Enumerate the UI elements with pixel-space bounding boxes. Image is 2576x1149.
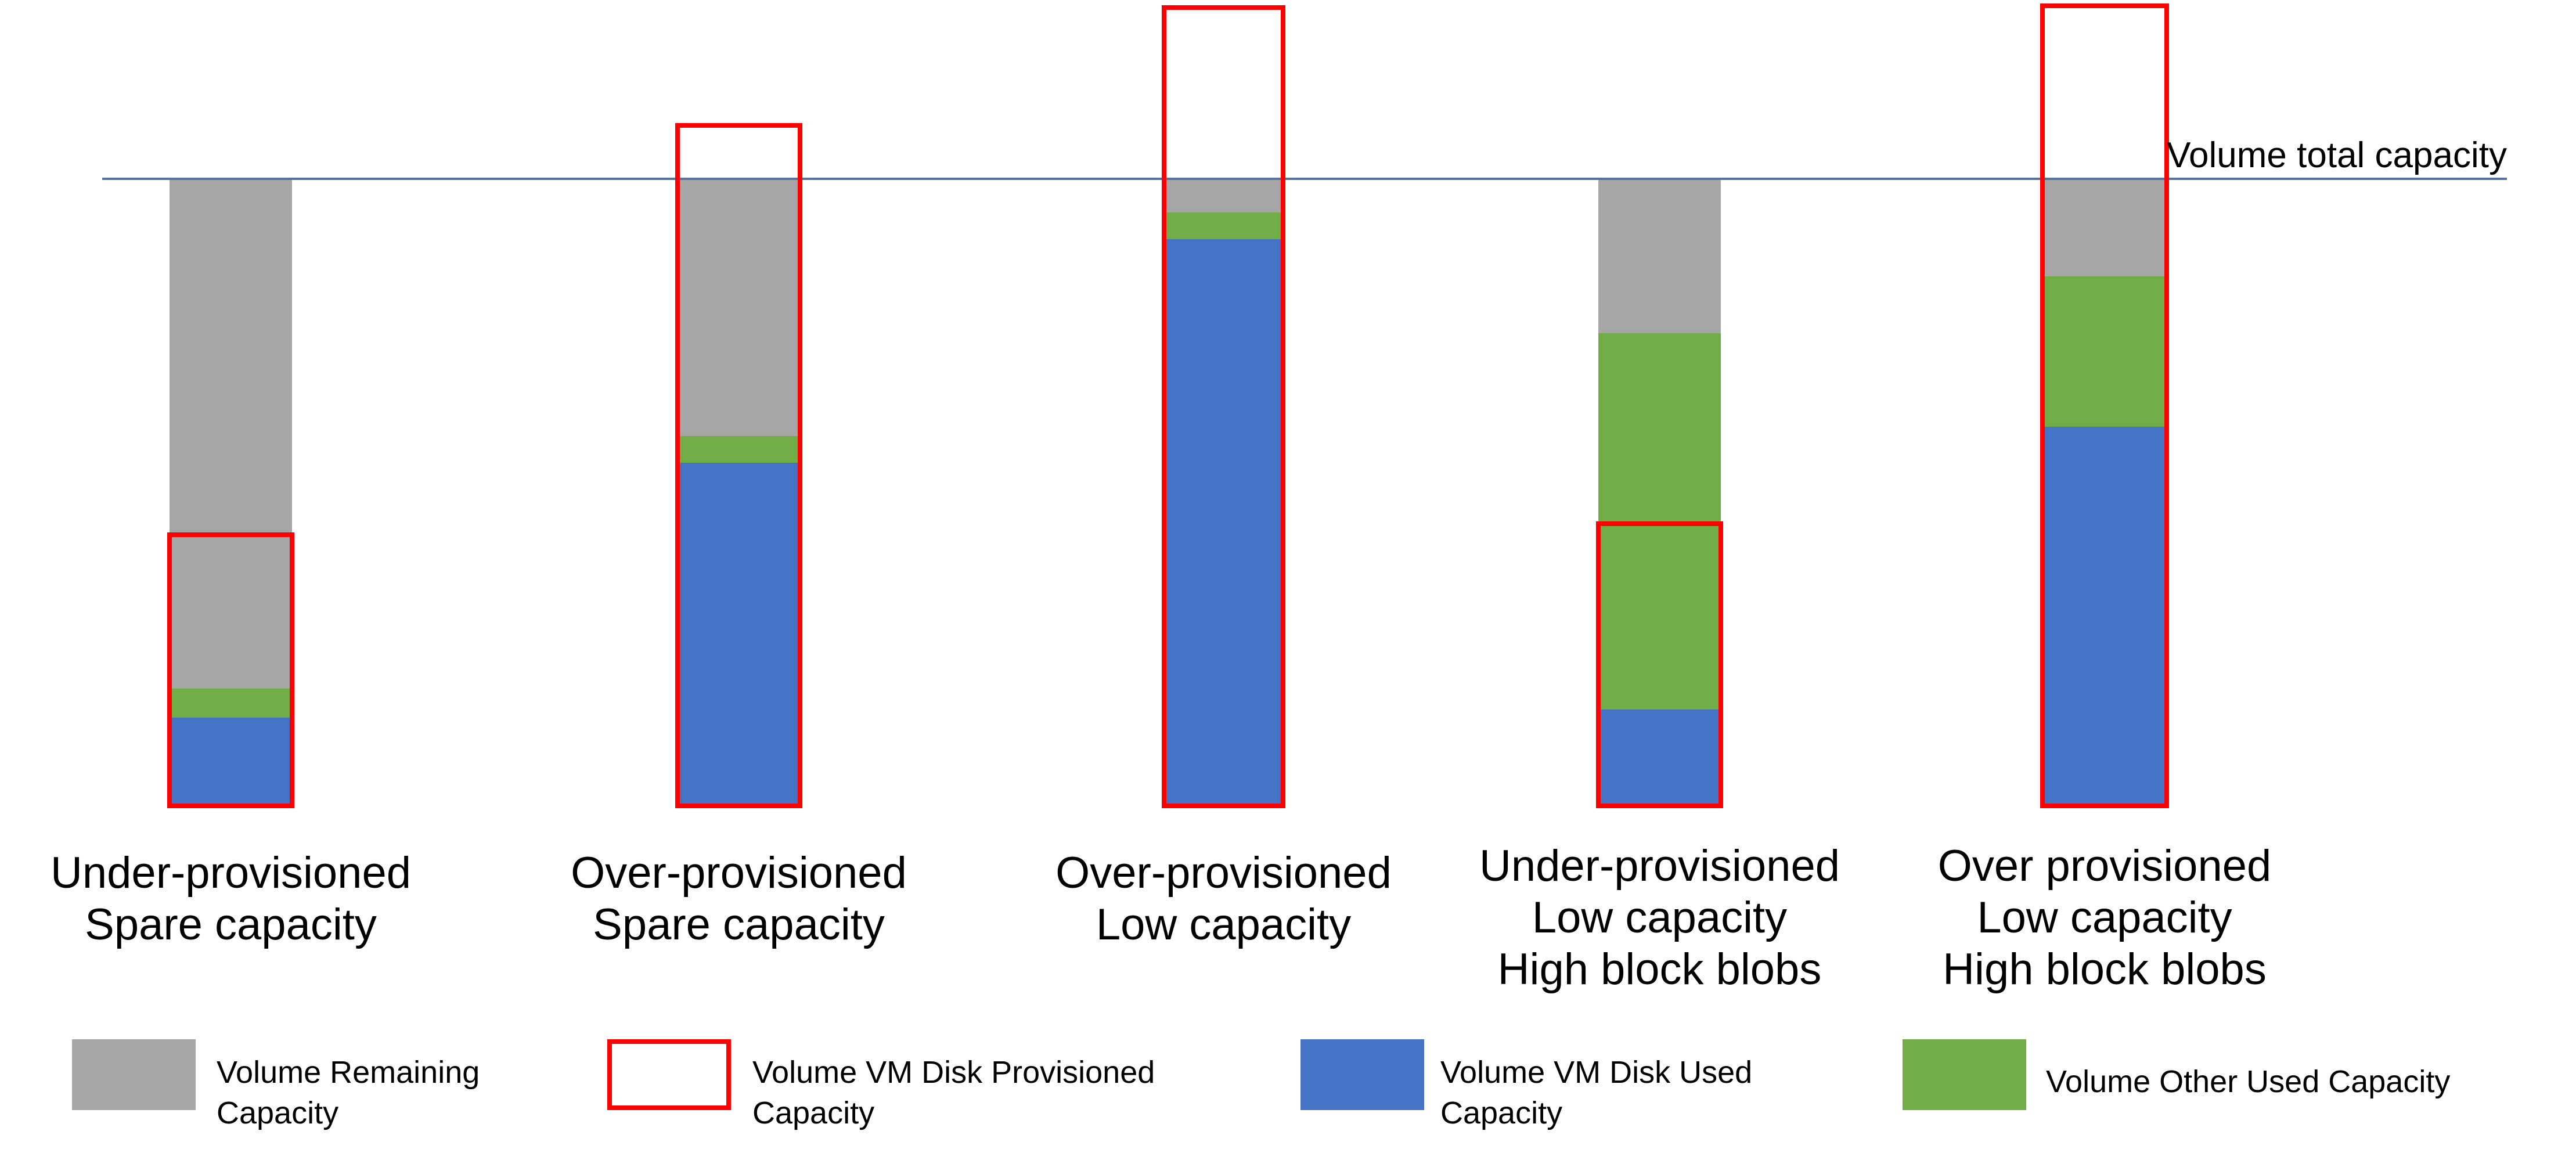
over-provisioned-low-high-blobs-vm-disk-used-segment (2042, 427, 2167, 804)
legend-swatch-remaining (72, 1039, 196, 1110)
under-provisioned-low-high-blobs-vm-disk-used-segment (1598, 709, 1721, 804)
over-provisioned-low-vm-disk-used-segment (1164, 239, 1283, 804)
under-provisioned-spare-provisioned-box (167, 532, 294, 808)
legend-label-remaining-line: Volume Remaining (217, 1055, 480, 1090)
under-provisioned-spare-remaining-segment (170, 180, 292, 689)
legend-swatch-vm-used (1300, 1039, 1424, 1110)
under-provisioned-low-high-blobs-label-line: Under-provisioned (1479, 841, 1840, 891)
over-provisioned-low-label: Over-provisioned Low capacity (1055, 848, 1392, 951)
over-provisioned-spare-label-line: Spare capacity (593, 899, 885, 949)
over-provisioned-low-high-blobs-label: Over provisioned Low capacity High block b… (1938, 841, 2272, 996)
legend-label-remaining-line: Capacity (217, 1096, 339, 1131)
over-provisioned-spare-other-used-segment (678, 436, 800, 463)
legend-label-provisioned: Volume VM Disk Provisioned Capacity (752, 1052, 1155, 1133)
under-provisioned-spare-label-line: Under-provisioned (51, 848, 411, 898)
over-provisioned-spare-provisioned-box (675, 123, 802, 808)
over-provisioned-low-high-blobs-label-line: High block blobs (1943, 944, 2267, 994)
over-provisioned-low-other-used-segment (1164, 212, 1283, 239)
under-provisioned-spare-label: Under-provisioned Spare capacity (51, 848, 411, 951)
under-provisioned-spare-other-used-segment (170, 689, 292, 718)
under-provisioned-low-high-blobs-provisioned-box (1596, 521, 1723, 808)
under-provisioned-low-high-blobs-remaining-segment (1598, 180, 1721, 333)
over-provisioned-low-provisioned-box (1162, 5, 1285, 808)
over-provisioned-spare-label: Over-provisioned Spare capacity (571, 848, 907, 951)
over-provisioned-low-high-blobs-label-line: Over provisioned (1937, 841, 2272, 891)
over-provisioned-low-label-line: Low capacity (1096, 899, 1352, 949)
legend-label-provisioned-line: Volume VM Disk Provisioned (752, 1055, 1155, 1090)
legend-label-vm-used-line: Volume VM Disk Used (1440, 1055, 1753, 1090)
over-provisioned-spare-remaining-segment (678, 180, 800, 436)
under-provisioned-spare-label-line: Spare capacity (85, 899, 377, 949)
volume-total-capacity-line (102, 178, 2507, 180)
over-provisioned-low-high-blobs-label-line: Low capacity (1977, 892, 2232, 942)
over-provisioned-spare-vm-disk-used-segment (678, 463, 800, 804)
legend-label-remaining: Volume Remaining Capacity (217, 1052, 480, 1133)
over-provisioned-low-high-blobs-provisioned-box (2040, 3, 2169, 808)
volume-total-capacity-label: Volume total capacity (2167, 135, 2507, 175)
over-provisioned-low-remaining-segment (1164, 180, 1283, 212)
over-provisioned-low-label-line: Over-provisioned (1055, 848, 1392, 898)
legend-label-other-used: Volume Other Used Capacity (2046, 1061, 2450, 1102)
over-provisioned-low-high-blobs-other-used-segment (2042, 276, 2167, 427)
legend-label-vm-used: Volume VM Disk Used Capacity (1440, 1052, 1752, 1133)
legend-label-vm-used-line: Capacity (1440, 1096, 1563, 1131)
under-provisioned-spare-vm-disk-used-segment (170, 718, 292, 804)
legend-swatch-other-used (1903, 1039, 2026, 1110)
legend-label-other-used-line: Volume Other Used Capacity (2046, 1064, 2451, 1099)
under-provisioned-low-high-blobs-label-line: High block blobs (1497, 944, 1822, 994)
over-provisioned-spare-label-line: Over-provisioned (571, 848, 907, 898)
legend-swatch-provisioned (607, 1039, 731, 1110)
under-provisioned-low-high-blobs-label: Under-provisioned Low capacity High block … (1479, 841, 1840, 996)
legend-label-provisioned-line: Capacity (752, 1096, 875, 1131)
over-provisioned-low-high-blobs-remaining-segment (2042, 180, 2167, 276)
under-provisioned-low-high-blobs-label-line: Low capacity (1532, 892, 1788, 942)
